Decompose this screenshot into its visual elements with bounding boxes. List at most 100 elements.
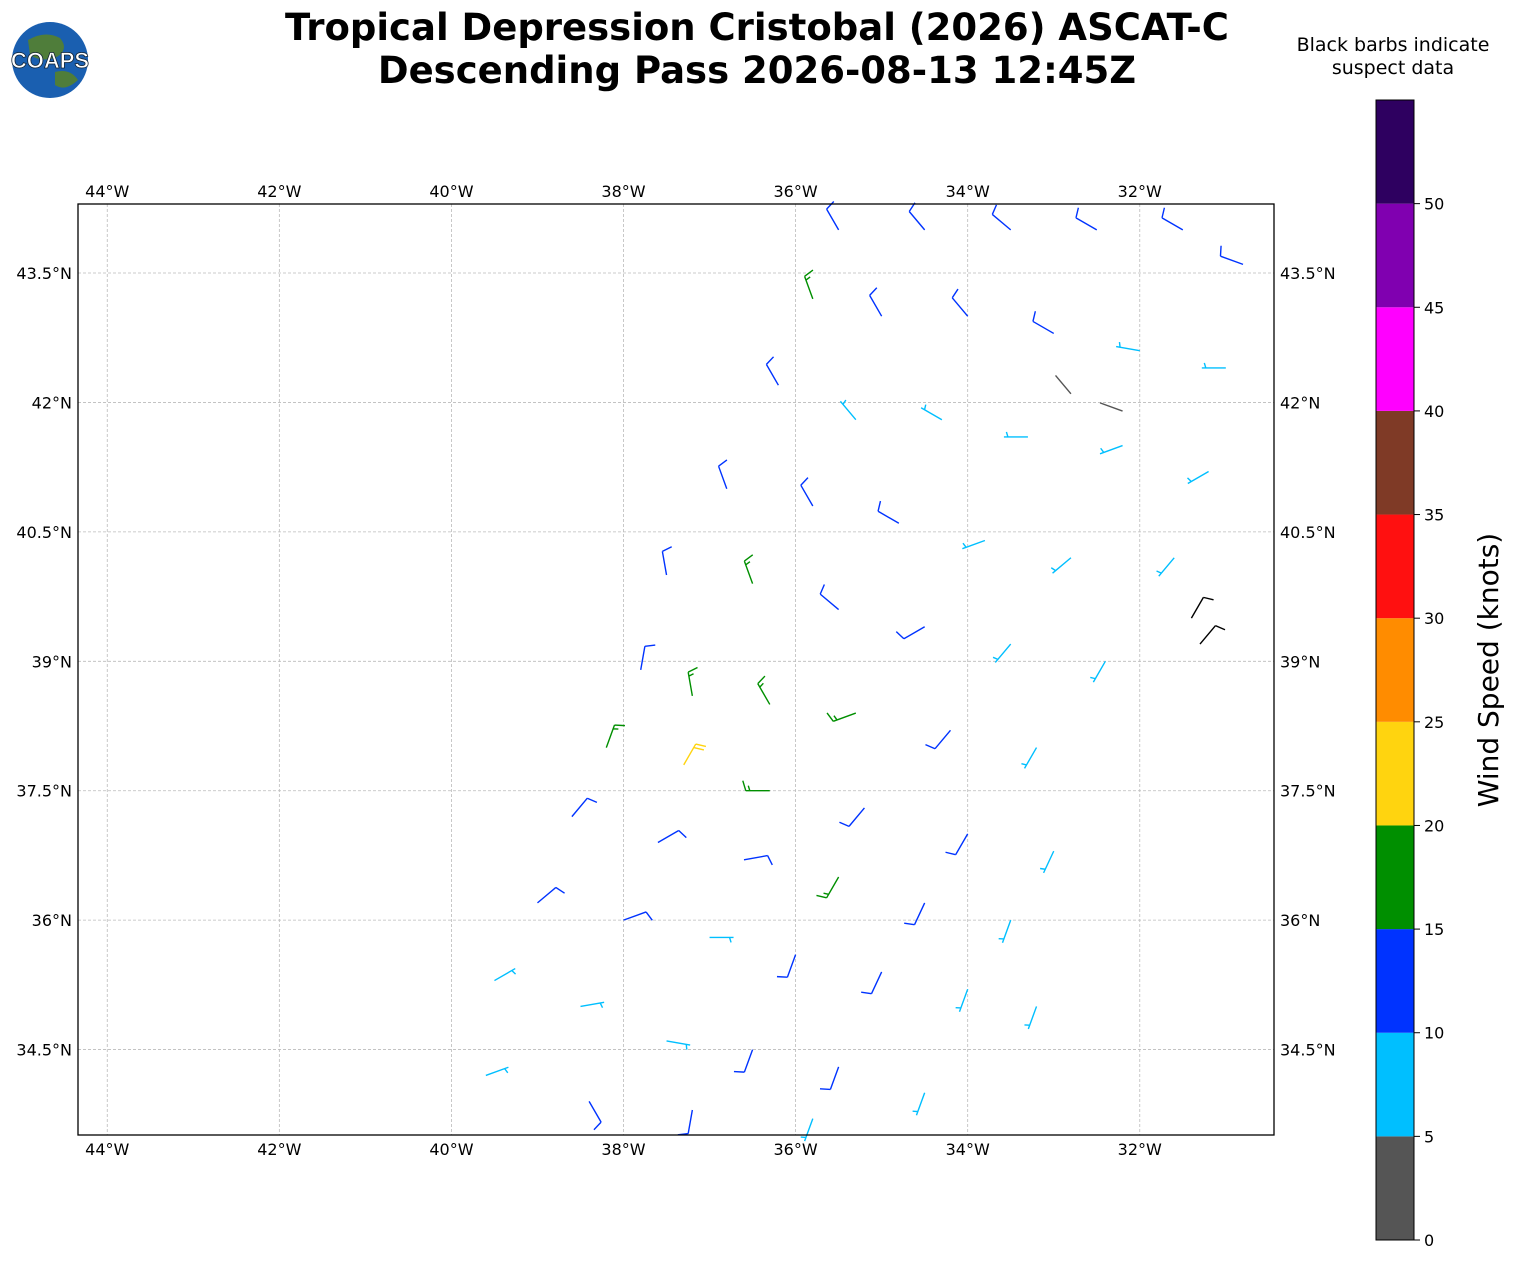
colorbar-bin <box>1376 410 1414 515</box>
x-tick-label: 42°W <box>257 1140 301 1159</box>
wind-barb <box>742 780 770 792</box>
wind-barb <box>1075 207 1098 231</box>
wind-barb <box>920 404 943 421</box>
wind-barb <box>955 988 969 1012</box>
wind-barb <box>765 356 779 386</box>
wind-barb <box>1050 557 1072 574</box>
wind-barb <box>1116 341 1140 352</box>
colorbar-bin <box>1376 721 1414 826</box>
wind-barb <box>657 829 687 844</box>
colorbar-tick-label: 25 <box>1424 713 1444 732</box>
y-tick-label: 39°N <box>32 652 72 671</box>
title-line: Descending Pass 2026-08-13 12:45Z <box>378 49 1136 92</box>
note-line: suspect data <box>1332 57 1454 79</box>
colorbar-bin <box>1376 825 1414 930</box>
y-tick-label: 43.5°N <box>16 264 72 283</box>
wind-barb <box>588 1100 602 1131</box>
colorbar: 0 5 10 15 20 25 30 35 40 45 50 <box>1375 99 1444 1250</box>
colorbar-tick-label: 30 <box>1424 609 1444 628</box>
logo-land <box>28 34 78 88</box>
colorbar-bin <box>1376 203 1414 308</box>
wind-barb <box>819 584 840 611</box>
x-tick-label: 34°W <box>946 1140 990 1159</box>
wind-barb <box>1099 402 1123 412</box>
wind-barb <box>640 644 656 671</box>
wind-barb <box>709 936 734 943</box>
y-tick-label: 34.5°N <box>1280 1041 1336 1060</box>
wind-barb <box>1199 625 1226 645</box>
ticks: 44°W 44°W 42°W 42°W 40°W 40°W 38°W 38°W 36°W 36°W… <box>16 182 1335 1159</box>
wind-barb <box>623 911 653 921</box>
wind-barb <box>912 1092 926 1116</box>
wind-barb <box>839 807 865 828</box>
x-tick-label: 32°W <box>1118 1140 1162 1159</box>
grid <box>78 204 1274 1135</box>
wind-barb <box>992 643 1012 663</box>
x-tick-label: 42°W <box>257 182 301 201</box>
wind-barb <box>895 626 926 640</box>
y-tick-label: 39°N <box>1280 652 1320 671</box>
wind-barb <box>733 1049 754 1073</box>
colorbar-bin <box>1376 618 1414 722</box>
wind-barb <box>677 1109 694 1136</box>
x-tick-label: 44°W <box>85 1140 129 1159</box>
colorbar-bin <box>1376 1032 1414 1137</box>
colorbar-tick-label: 20 <box>1424 816 1444 835</box>
wind-barb <box>757 675 771 705</box>
wind-barb <box>816 876 840 899</box>
wind-barb <box>1032 311 1055 335</box>
wind-barb <box>661 546 673 576</box>
y-tick-label: 42°N <box>1280 393 1320 412</box>
colorbar-tick-label: 50 <box>1424 195 1444 214</box>
wind-barb <box>800 1118 814 1142</box>
logo: COAPS <box>10 22 90 98</box>
wind-barb <box>1190 596 1214 619</box>
wind-barb <box>1156 557 1175 577</box>
title-line: Tropical Depression Cristobal (2026) ASC… <box>285 6 1229 49</box>
wind-barb <box>1054 374 1072 395</box>
wind-barb <box>717 459 728 489</box>
wind-barb <box>1219 245 1244 266</box>
note-line: Black barbs indicate <box>1297 34 1490 56</box>
colorbar-frame <box>1375 99 1415 1241</box>
colorbar-tick-label: 40 <box>1424 402 1444 421</box>
y-tick-label: 43.5°N <box>1280 264 1336 283</box>
wind-barb <box>743 554 754 584</box>
x-tick-label: 36°W <box>774 1140 818 1159</box>
colorbar-tick-label: 15 <box>1424 920 1444 939</box>
wind-barb <box>904 902 926 926</box>
wind-barb <box>1201 362 1226 369</box>
y-tick-label: 34.5°N <box>16 1041 72 1060</box>
wind-barb <box>687 666 698 696</box>
wind-barb <box>991 204 1012 231</box>
wind-barb <box>1021 747 1038 769</box>
wind-barb <box>776 954 797 978</box>
wind-barb <box>908 202 926 231</box>
x-tick-label: 38°W <box>601 182 645 201</box>
wind-barb <box>571 797 598 818</box>
wind-barb <box>925 729 952 750</box>
wind-barb <box>819 1066 840 1091</box>
wind-barb <box>1187 470 1209 485</box>
colorbar-label: Wind Speed (knots) <box>1472 533 1505 807</box>
colorbar-tick-label: 10 <box>1424 1024 1444 1043</box>
x-tick-label: 36°W <box>774 182 818 201</box>
y-tick-label: 40.5°N <box>16 523 72 542</box>
colorbar-bin <box>1376 929 1414 1033</box>
wind-barb <box>803 269 814 300</box>
wind-barb <box>485 1066 509 1077</box>
x-tick-label: 40°W <box>429 1140 473 1159</box>
wind-barb <box>869 287 883 317</box>
y-tick-label: 36°N <box>1280 911 1320 930</box>
colorbar-tick-label: 35 <box>1424 506 1444 525</box>
wind-barb <box>537 886 565 904</box>
wind-barb <box>580 1001 605 1008</box>
colorbar-tick-label: 0 <box>1424 1231 1434 1250</box>
wind-barb <box>1161 207 1184 231</box>
wind-barb <box>800 477 814 507</box>
x-tick-label: 32°W <box>1118 182 1162 201</box>
barbs <box>485 201 1244 1142</box>
wind-barb <box>1003 431 1028 438</box>
colorbar-bin <box>1376 307 1414 411</box>
